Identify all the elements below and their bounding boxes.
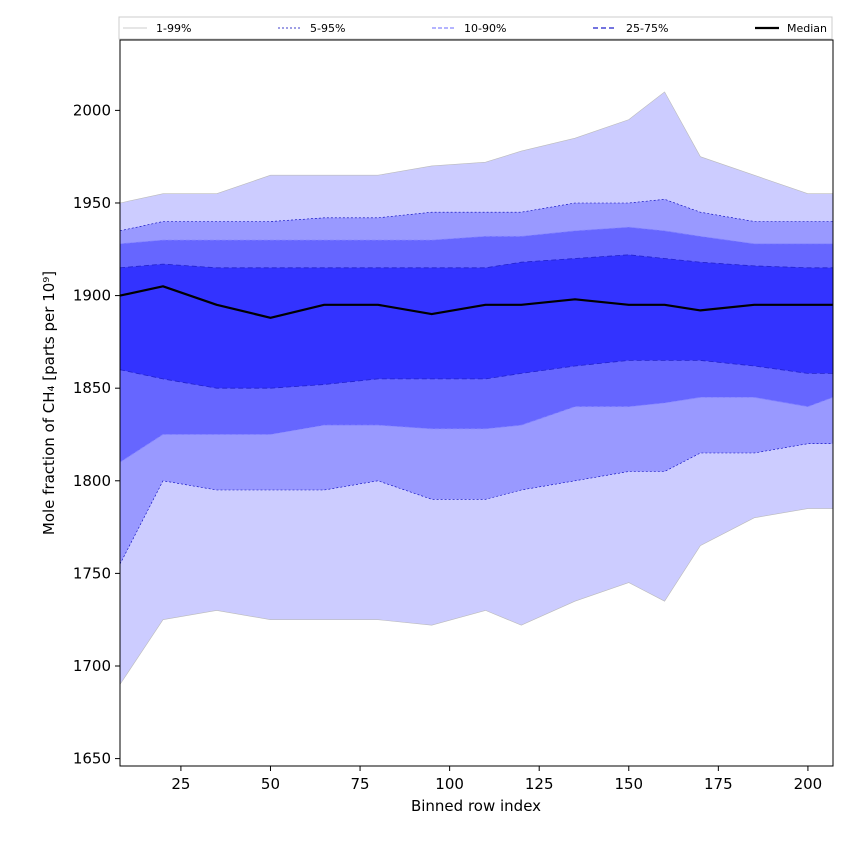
x-tick-label: 175: [704, 775, 733, 793]
edge-p99: [120, 91, 833, 204]
y-tick-label: 1750: [73, 564, 111, 582]
legend-label-p25_75: 25-75%: [626, 22, 668, 35]
edge-p25: [120, 360, 833, 389]
y-axis: 1650 1700 1750 1800 1850 1900 1950 2000: [73, 101, 120, 768]
legend-label-median: Median: [787, 22, 827, 35]
edge-p5: [120, 443, 833, 565]
band-group: [120, 91, 833, 685]
y-tick-label: 1950: [73, 194, 111, 212]
x-axis: 25 50 75 100 125 150 175 200: [171, 766, 822, 793]
edge-p95: [120, 198, 833, 232]
x-tick-label: 200: [794, 775, 823, 793]
median-line: [120, 285, 833, 319]
edge-p75: [120, 254, 833, 269]
legend-label-p5_95: 5-95%: [310, 22, 345, 35]
legend: 1-99% 5-95% 10-90% 25-75% Median: [118, 16, 833, 40]
band-25-75: [120, 254, 833, 389]
x-tick-label: 100: [435, 775, 464, 793]
y-tick-label: 1650: [73, 750, 111, 768]
y-axis-label: Mole fraction of CH₄ [parts per 10⁹]: [40, 271, 58, 535]
x-tick-label: 25: [171, 775, 190, 793]
x-tick-label: 50: [261, 775, 280, 793]
legend-frame: [118, 16, 833, 40]
x-axis-label: Binned row index: [411, 797, 541, 815]
edge-p10: [120, 397, 833, 463]
edge-p1: [120, 508, 833, 685]
band-edge-group: [120, 91, 833, 685]
x-tick-label: 75: [351, 775, 370, 793]
x-tick-label: 150: [614, 775, 643, 793]
y-tick-label: 1900: [73, 287, 111, 305]
median-layer: [120, 285, 833, 319]
x-tick-label: 125: [525, 775, 554, 793]
legend-label-p1_99: 1-99%: [156, 22, 191, 35]
plot-frame: [119, 39, 834, 767]
legend-label-p10_90: 10-90%: [464, 22, 506, 35]
edge-p90: [120, 226, 833, 245]
y-tick-label: 1700: [73, 657, 111, 675]
y-tick-label: 2000: [73, 101, 111, 119]
y-tick-label: 1850: [73, 379, 111, 397]
y-tick-label: 1800: [73, 472, 111, 490]
